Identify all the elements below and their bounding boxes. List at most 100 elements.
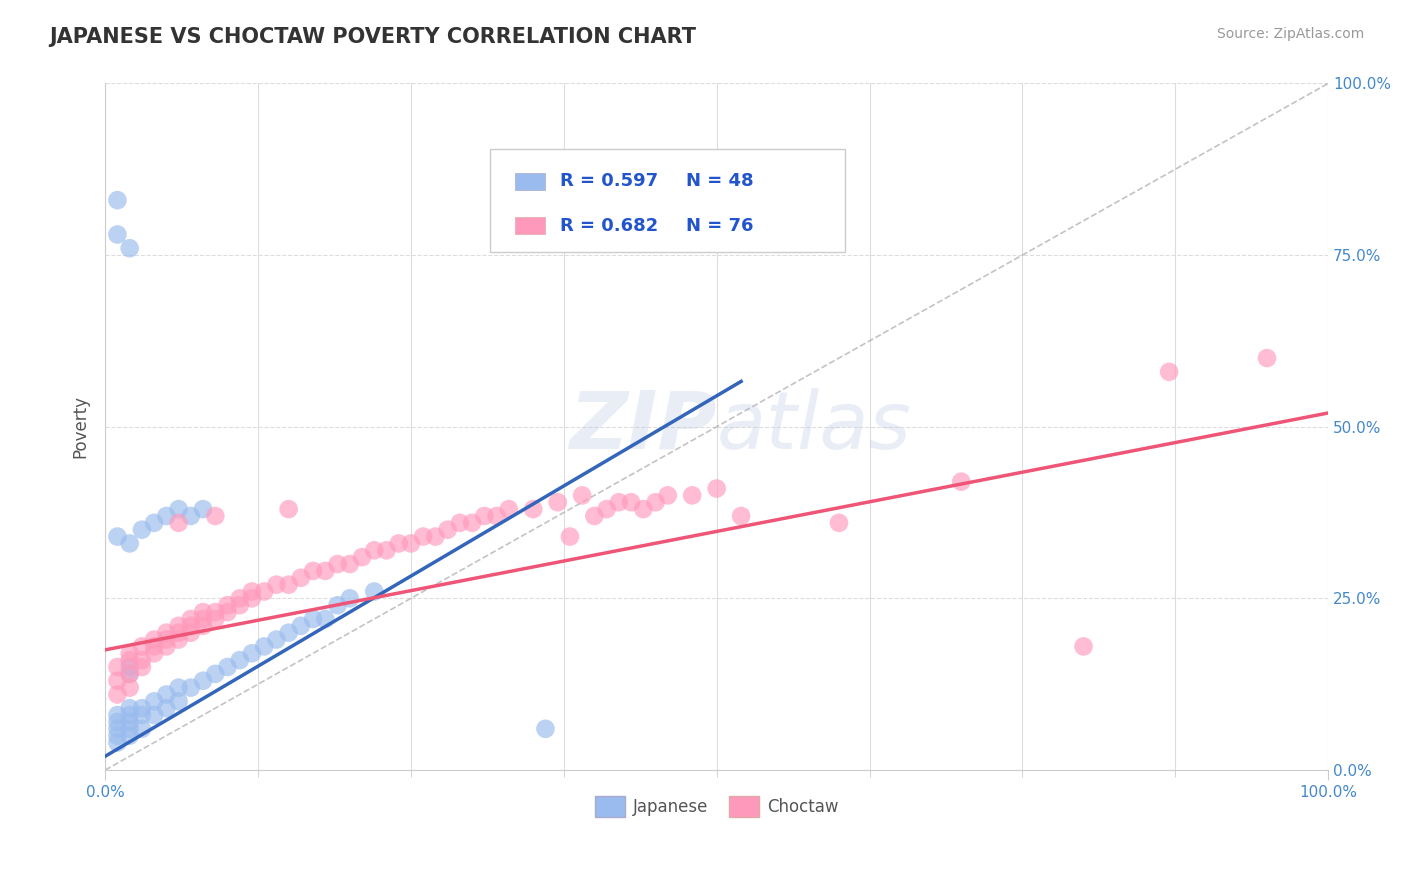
- Point: [547, 495, 569, 509]
- Point: [339, 591, 361, 606]
- Point: [107, 729, 129, 743]
- Point: [326, 557, 349, 571]
- Point: [118, 241, 141, 255]
- Bar: [515, 218, 546, 235]
- Point: [277, 625, 299, 640]
- Point: [326, 599, 349, 613]
- Point: [191, 612, 214, 626]
- Point: [167, 681, 190, 695]
- Point: [118, 722, 141, 736]
- Point: [143, 694, 166, 708]
- Point: [143, 632, 166, 647]
- Point: [314, 564, 336, 578]
- Point: [107, 660, 129, 674]
- Point: [1073, 640, 1095, 654]
- Point: [180, 508, 202, 523]
- Point: [131, 523, 153, 537]
- Point: [143, 646, 166, 660]
- Point: [131, 660, 153, 674]
- Point: [266, 577, 288, 591]
- Point: [350, 550, 373, 565]
- Point: [118, 729, 141, 743]
- Point: [107, 735, 129, 749]
- Point: [290, 571, 312, 585]
- Text: R = 0.682: R = 0.682: [560, 217, 658, 235]
- Point: [472, 508, 495, 523]
- Point: [107, 530, 129, 544]
- Point: [204, 508, 226, 523]
- Point: [828, 516, 851, 530]
- Point: [143, 640, 166, 654]
- Point: [118, 701, 141, 715]
- Point: [204, 666, 226, 681]
- Point: [657, 488, 679, 502]
- Point: [131, 722, 153, 736]
- Point: [118, 714, 141, 729]
- Point: [485, 508, 508, 523]
- Point: [1256, 351, 1278, 365]
- Point: [217, 660, 239, 674]
- Point: [167, 502, 190, 516]
- Point: [950, 475, 973, 489]
- Point: [107, 708, 129, 723]
- Text: R = 0.597: R = 0.597: [560, 172, 658, 190]
- Point: [277, 577, 299, 591]
- Point: [607, 495, 630, 509]
- Point: [118, 660, 141, 674]
- Point: [180, 619, 202, 633]
- Text: ZIP: ZIP: [569, 388, 717, 466]
- Legend: Japanese, Choctaw: Japanese, Choctaw: [588, 789, 845, 823]
- Point: [571, 488, 593, 502]
- Point: [399, 536, 422, 550]
- Bar: [515, 173, 546, 190]
- Point: [143, 708, 166, 723]
- Point: [240, 646, 263, 660]
- Text: N = 48: N = 48: [686, 172, 754, 190]
- Point: [131, 640, 153, 654]
- Point: [131, 701, 153, 715]
- Text: atlas: atlas: [717, 388, 911, 466]
- Point: [167, 694, 190, 708]
- Point: [583, 508, 606, 523]
- Point: [155, 625, 177, 640]
- Point: [412, 530, 434, 544]
- Point: [706, 482, 728, 496]
- Point: [253, 640, 276, 654]
- Point: [107, 227, 129, 242]
- Point: [118, 681, 141, 695]
- Point: [118, 536, 141, 550]
- Point: [375, 543, 398, 558]
- Point: [118, 666, 141, 681]
- Point: [191, 619, 214, 633]
- Point: [155, 701, 177, 715]
- Point: [240, 584, 263, 599]
- Point: [107, 688, 129, 702]
- Point: [620, 495, 643, 509]
- Point: [229, 653, 252, 667]
- Point: [155, 640, 177, 654]
- Point: [449, 516, 471, 530]
- Point: [277, 502, 299, 516]
- Point: [118, 646, 141, 660]
- Point: [118, 666, 141, 681]
- Point: [118, 653, 141, 667]
- Point: [314, 612, 336, 626]
- Point: [167, 625, 190, 640]
- Point: [644, 495, 666, 509]
- Point: [498, 502, 520, 516]
- Point: [143, 516, 166, 530]
- Point: [240, 591, 263, 606]
- Point: [558, 530, 581, 544]
- Point: [363, 584, 385, 599]
- Point: [155, 632, 177, 647]
- Point: [461, 516, 484, 530]
- Point: [167, 632, 190, 647]
- Point: [180, 612, 202, 626]
- Point: [595, 502, 617, 516]
- Point: [107, 673, 129, 688]
- Point: [107, 193, 129, 207]
- Point: [118, 708, 141, 723]
- Point: [204, 605, 226, 619]
- FancyBboxPatch shape: [491, 149, 845, 252]
- Point: [266, 632, 288, 647]
